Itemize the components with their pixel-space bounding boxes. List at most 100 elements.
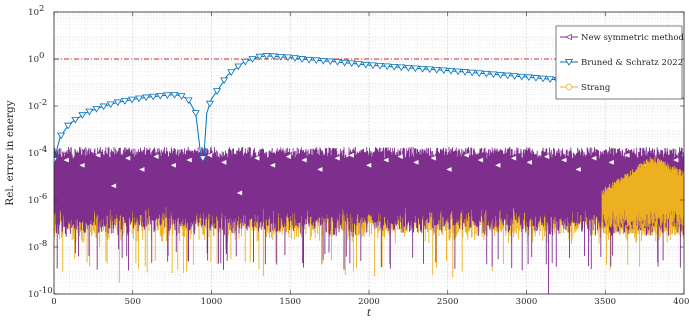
legend-label: New symmetric method bbox=[581, 33, 685, 43]
data-point bbox=[430, 155, 436, 161]
data-point bbox=[227, 69, 236, 76]
data-point bbox=[290, 55, 299, 62]
x-tick-label: 3500 bbox=[594, 297, 616, 307]
data-point bbox=[413, 159, 419, 165]
x-tick-label: 4000 bbox=[673, 297, 689, 307]
y-tick-label: 10 bbox=[28, 102, 39, 112]
data-point bbox=[99, 103, 108, 111]
legend-entry: New symmetric method bbox=[560, 33, 685, 43]
data-point bbox=[334, 155, 340, 161]
data-point bbox=[113, 99, 122, 107]
data-point bbox=[425, 66, 434, 74]
y-tick-label: 10 bbox=[28, 8, 39, 18]
data-point bbox=[446, 167, 452, 172]
data-point bbox=[453, 68, 462, 76]
data-point bbox=[54, 157, 59, 164]
data-point bbox=[432, 66, 441, 74]
data-point bbox=[477, 157, 484, 163]
legend-entry: Strang bbox=[560, 83, 611, 93]
y-tick-label: 10 bbox=[28, 149, 39, 159]
data-point bbox=[510, 73, 519, 80]
y-tick-label: 10 bbox=[28, 243, 39, 253]
data-point bbox=[184, 97, 193, 105]
ticks: 0500100015002000250030003500400010-1010-… bbox=[28, 4, 689, 307]
data-point bbox=[390, 63, 399, 71]
data-point bbox=[63, 157, 69, 163]
data-point bbox=[95, 152, 101, 158]
data-point bbox=[191, 110, 200, 117]
legend-label: Strang bbox=[581, 83, 611, 93]
data-point bbox=[468, 69, 477, 77]
data-point bbox=[354, 61, 363, 68]
x-tick-label: 1000 bbox=[201, 297, 223, 307]
data-point bbox=[495, 162, 501, 168]
data-point bbox=[198, 155, 207, 163]
data-point bbox=[269, 53, 278, 61]
y-tick-label-exponent: -8 bbox=[39, 239, 47, 249]
data-point bbox=[170, 162, 176, 168]
data-point bbox=[78, 112, 87, 119]
data-point bbox=[575, 167, 581, 172]
data-point bbox=[319, 57, 328, 65]
data-point bbox=[482, 70, 491, 78]
data-point bbox=[120, 98, 129, 105]
data-point bbox=[153, 154, 159, 160]
legend: New symmetric method Bruned & Schratz 202… bbox=[555, 25, 685, 100]
data-point bbox=[543, 154, 550, 160]
data-point bbox=[333, 59, 342, 66]
data-point bbox=[489, 71, 498, 79]
data-point bbox=[531, 75, 540, 82]
data-point bbox=[526, 159, 532, 165]
data-point bbox=[139, 167, 145, 172]
data-point bbox=[383, 63, 392, 71]
data-point bbox=[213, 88, 222, 95]
data-point bbox=[539, 75, 548, 83]
x-tick-label: 3000 bbox=[516, 297, 538, 307]
data-point bbox=[411, 65, 420, 73]
data-point bbox=[135, 95, 144, 103]
data-point bbox=[205, 100, 214, 108]
legend-marker bbox=[565, 83, 573, 91]
data-point bbox=[57, 132, 66, 140]
data-point bbox=[254, 155, 260, 161]
data-point bbox=[236, 190, 243, 196]
data-point bbox=[206, 152, 213, 158]
y-tick-label: 10 bbox=[28, 196, 39, 206]
data-point bbox=[361, 61, 370, 69]
data-point bbox=[241, 58, 250, 66]
data-point bbox=[418, 65, 427, 73]
data-point bbox=[446, 68, 455, 75]
data-point bbox=[312, 57, 321, 65]
legend-marker bbox=[564, 59, 574, 66]
data-point bbox=[283, 54, 292, 62]
data-point bbox=[220, 77, 229, 85]
data-point bbox=[365, 162, 372, 168]
x-tick-label: 1500 bbox=[279, 297, 301, 307]
data-point bbox=[546, 76, 555, 83]
data-point bbox=[624, 152, 630, 158]
data-point bbox=[376, 63, 385, 70]
data-point bbox=[397, 154, 403, 160]
data-point bbox=[298, 56, 307, 63]
y-tick-label: 10 bbox=[28, 290, 39, 300]
data-point bbox=[177, 93, 186, 100]
data-point bbox=[149, 93, 158, 101]
data-point bbox=[269, 162, 276, 168]
data-point bbox=[591, 155, 597, 161]
data-point bbox=[383, 157, 389, 163]
data-point bbox=[524, 74, 533, 82]
legend-marker bbox=[564, 33, 572, 41]
data-point bbox=[262, 53, 271, 60]
data-point bbox=[79, 162, 85, 168]
y-tick-label: 10 bbox=[28, 55, 39, 65]
data-point bbox=[156, 93, 165, 100]
data-point bbox=[92, 105, 101, 113]
x-tick-label: 0 bbox=[51, 297, 56, 307]
data-point bbox=[658, 146, 665, 152]
data-point bbox=[404, 64, 413, 72]
data-point bbox=[124, 155, 131, 161]
y-tick-label-exponent: -10 bbox=[39, 286, 53, 296]
data-point bbox=[397, 64, 406, 72]
data-point bbox=[348, 152, 354, 158]
series-strang-late-growth bbox=[601, 156, 684, 228]
